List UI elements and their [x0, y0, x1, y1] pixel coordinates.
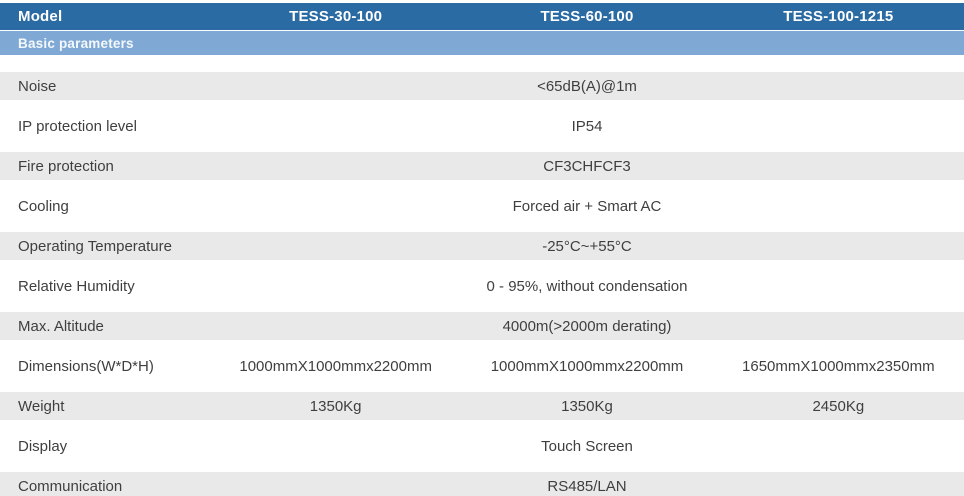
column-header-tess-60-100: TESS-60-100: [540, 8, 634, 25]
spacer: [0, 55, 964, 66]
row-value-merged: Forced air + Smart AC: [512, 197, 662, 215]
row-label: Weight: [18, 397, 65, 415]
column-header-tess-100-1215: TESS-100-1215: [783, 8, 894, 25]
row-label: Display: [18, 437, 68, 455]
section-header-basic-parameters: Basic parameters: [0, 31, 964, 55]
row-value-merged: Touch Screen: [541, 437, 633, 455]
table-row-fire-protection: Fire protection CF3CHFCF3: [0, 146, 964, 186]
row-label: Operating Temperature: [18, 237, 172, 255]
table-row-dimensions: Dimensions(W*D*H) 1000mmX1000mmx2200mm 1…: [0, 346, 964, 386]
row-value-tess-60-100: 1350Kg: [561, 397, 613, 415]
row-label: IP protection level: [18, 117, 137, 135]
table-row-operating-temperature: Operating Temperature -25°C~+55°C: [0, 226, 964, 266]
table-row-relative-humidity: Relative Humidity 0 - 95%, without conde…: [0, 266, 964, 306]
row-value-merged: CF3CHFCF3: [543, 157, 631, 175]
row-value-merged: IP54: [571, 117, 603, 135]
row-label: Noise: [18, 77, 57, 95]
row-label: Max. Altitude: [18, 317, 104, 335]
row-label: Relative Humidity: [18, 277, 135, 295]
table-row-max-altitude: Max. Altitude 4000m(>2000m derating): [0, 306, 964, 346]
row-label: Cooling: [18, 197, 69, 215]
row-value-tess-30-100: 1000mmX1000mmx2200mm: [239, 357, 432, 375]
row-value-tess-60-100: 1000mmX1000mmx2200mm: [490, 357, 684, 375]
row-value-merged: -25°C~+55°C: [542, 237, 632, 255]
column-header-tess-30-100: TESS-30-100: [289, 8, 383, 25]
row-label: Communication: [18, 477, 123, 495]
row-value-merged: <65dB(A)@1m: [537, 77, 637, 95]
row-value-merged: RS485/LAN: [547, 477, 627, 495]
row-value-tess-100-1215: 1650mmX1000mmx2350mm: [742, 357, 935, 375]
table-row-noise: Noise <65dB(A)@1m: [0, 66, 964, 106]
section-header-label: Basic parameters: [18, 35, 134, 51]
table-row-ip-protection: IP protection level IP54: [0, 106, 964, 146]
table-header-row: Model TESS-30-100 TESS-60-100 TESS-100-1…: [0, 3, 964, 30]
row-value-merged: 0 - 95%, without condensation: [486, 277, 688, 295]
table-row-display: Display Touch Screen: [0, 426, 964, 466]
row-label: Dimensions(W*D*H): [18, 357, 154, 375]
spec-table: Model TESS-30-100 TESS-60-100 TESS-100-1…: [0, 3, 964, 496]
row-value-tess-30-100: 1350Kg: [309, 397, 362, 415]
table-row-communication: Communication RS485/LAN: [0, 466, 964, 496]
column-header-model: Model: [18, 8, 63, 25]
table-row-cooling: Cooling Forced air + Smart AC: [0, 186, 964, 226]
row-value-tess-100-1215: 2450Kg: [812, 397, 865, 415]
row-value-merged: 4000m(>2000m derating): [502, 317, 672, 335]
table-row-weight: Weight 1350Kg 1350Kg 2450Kg: [0, 386, 964, 426]
row-label: Fire protection: [18, 157, 114, 175]
